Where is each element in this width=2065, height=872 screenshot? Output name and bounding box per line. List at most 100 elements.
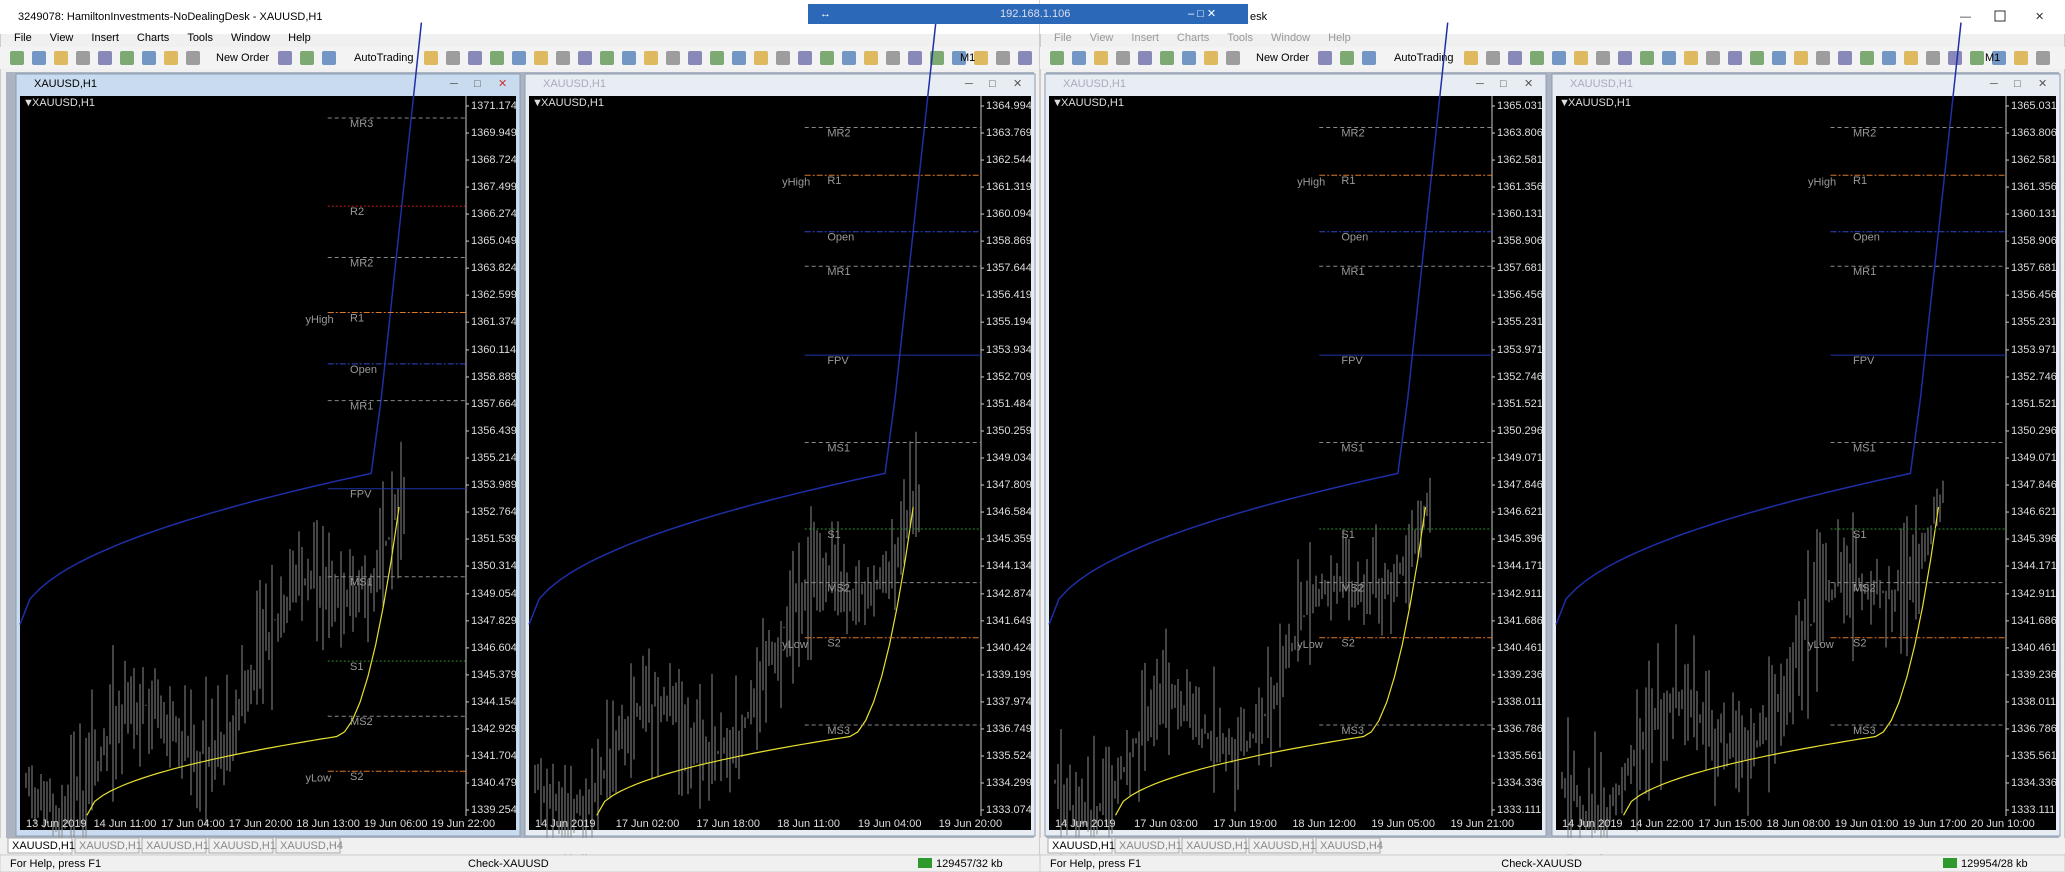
tab-label[interactable]: XAUUSD,H1 <box>213 840 276 852</box>
toolbar-icon[interactable] <box>10 51 24 65</box>
menu-item[interactable]: Help <box>1328 32 1351 44</box>
close[interactable]: ✕ <box>2035 11 2044 23</box>
toolbar-icon[interactable] <box>1970 51 1984 65</box>
menu-item[interactable]: Window <box>1271 32 1310 44</box>
tab-label[interactable]: XAUUSD,H1 <box>1253 840 1316 852</box>
toolbar-icon[interactable] <box>1706 51 1720 65</box>
window-button[interactable]: □ <box>989 78 996 90</box>
toolbar-icon[interactable] <box>164 51 178 65</box>
window-button[interactable]: ─ <box>1989 78 1998 90</box>
toolbar-icon[interactable] <box>1838 51 1852 65</box>
tab[interactable] <box>1315 837 1381 854</box>
toolbar-icon[interactable] <box>776 51 790 65</box>
toolbar-icon[interactable] <box>1530 51 1544 65</box>
window-button[interactable]: ✕ <box>498 78 507 90</box>
remote-controls[interactable]: – □ ✕ <box>1188 8 1216 20</box>
menu-item[interactable]: Insert <box>91 32 119 44</box>
toolbar-icon[interactable] <box>1794 51 1808 65</box>
toolbar-icon[interactable] <box>842 51 856 65</box>
toolbar-icon[interactable] <box>1926 51 1940 65</box>
toolbar-icon[interactable] <box>600 51 614 65</box>
tab[interactable] <box>1047 837 1113 854</box>
toolbar-icon[interactable] <box>666 51 680 65</box>
menu-item[interactable]: Charts <box>137 32 170 44</box>
toolbar-icon[interactable] <box>864 51 878 65</box>
menu-item[interactable]: View <box>1090 32 1114 44</box>
toolbar-icon[interactable] <box>798 51 812 65</box>
tab-label[interactable]: XAUUSD,H1 <box>12 840 75 852</box>
toolbar-icon[interactable] <box>1508 51 1522 65</box>
toolbar-icon[interactable] <box>820 51 834 65</box>
toolbar-icon[interactable] <box>1018 51 1032 65</box>
toolbar-icon[interactable] <box>1948 51 1962 65</box>
tab[interactable] <box>74 837 140 854</box>
toolbar-icon[interactable] <box>1182 51 1196 65</box>
maximize[interactable] <box>1994 10 2006 22</box>
window-button[interactable]: ─ <box>964 78 973 90</box>
toolbar-icon[interactable] <box>1486 51 1500 65</box>
toolbar-icon[interactable] <box>1662 51 1676 65</box>
autotrading[interactable]: AutoTrading <box>354 52 414 64</box>
toolbar-icon[interactable] <box>1904 51 1918 65</box>
toolbar-icon[interactable] <box>952 51 966 65</box>
tab-label[interactable]: XAUUSD,H4 <box>280 840 343 852</box>
tab[interactable] <box>208 837 274 854</box>
tab[interactable] <box>1248 837 1314 854</box>
tab-label[interactable]: XAUUSD,H1 <box>1119 840 1182 852</box>
tab[interactable] <box>1114 837 1180 854</box>
window-button[interactable]: □ <box>474 78 481 90</box>
tab-label[interactable]: XAUUSD,H1 <box>1186 840 1249 852</box>
toolbar-icon[interactable] <box>622 51 636 65</box>
toolbar-icon[interactable] <box>468 51 482 65</box>
menu-item[interactable]: File <box>1054 32 1072 44</box>
toolbar-icon[interactable] <box>32 51 46 65</box>
tab[interactable] <box>1181 837 1247 854</box>
toolbar-icon[interactable] <box>1816 51 1830 65</box>
toolbar-icon[interactable] <box>98 51 112 65</box>
tab[interactable] <box>141 837 207 854</box>
toolbar-icon[interactable] <box>300 51 314 65</box>
minimize[interactable]: — <box>1960 11 1971 23</box>
toolbar-icon[interactable] <box>1094 51 1108 65</box>
toolbar-icon[interactable] <box>1138 51 1152 65</box>
toolbar-icon[interactable] <box>186 51 200 65</box>
toolbar-icon[interactable] <box>1574 51 1588 65</box>
tab[interactable] <box>7 837 73 854</box>
toolbar-icon[interactable] <box>1596 51 1610 65</box>
toolbar-icon[interactable] <box>908 51 922 65</box>
toolbar-icon[interactable] <box>2036 51 2050 65</box>
toolbar-icon[interactable] <box>1772 51 1786 65</box>
tab-label[interactable]: XAUUSD,H1 <box>1052 840 1115 852</box>
menu-item[interactable]: Help <box>288 32 311 44</box>
toolbar-icon[interactable] <box>1160 51 1174 65</box>
toolbar-icon[interactable] <box>754 51 768 65</box>
toolbar-icon[interactable] <box>1116 51 1130 65</box>
toolbar-icon[interactable] <box>120 51 134 65</box>
toolbar-icon[interactable] <box>1640 51 1654 65</box>
menu-item[interactable]: Tools <box>187 32 213 44</box>
new-order[interactable]: New Order <box>216 52 270 64</box>
timeframe[interactable]: M1 <box>1985 52 2000 64</box>
toolbar-icon[interactable] <box>1204 51 1218 65</box>
toolbar-icon[interactable] <box>1362 51 1376 65</box>
toolbar-icon[interactable] <box>710 51 724 65</box>
menu-item[interactable]: File <box>14 32 32 44</box>
window-button[interactable]: ✕ <box>2038 78 2047 90</box>
toolbar-icon[interactable] <box>1464 51 1478 65</box>
tab-label[interactable]: XAUUSD,H4 <box>1320 840 1383 852</box>
toolbar-icon[interactable] <box>930 51 944 65</box>
toolbar-icon[interactable] <box>974 51 988 65</box>
menu-item[interactable]: Insert <box>1131 32 1159 44</box>
toolbar-icon[interactable] <box>1860 51 1874 65</box>
toolbar-icon[interactable] <box>446 51 460 65</box>
menu-item[interactable]: Window <box>231 32 270 44</box>
toolbar-icon[interactable] <box>1750 51 1764 65</box>
toolbar-icon[interactable] <box>1318 51 1332 65</box>
toolbar-icon[interactable] <box>732 51 746 65</box>
toolbar-icon[interactable] <box>1226 51 1240 65</box>
toolbar-icon[interactable] <box>2014 51 2028 65</box>
window-button[interactable]: ✕ <box>1524 78 1533 90</box>
toolbar-icon[interactable] <box>54 51 68 65</box>
toolbar-icon[interactable] <box>278 51 292 65</box>
toolbar-icon[interactable] <box>1618 51 1632 65</box>
